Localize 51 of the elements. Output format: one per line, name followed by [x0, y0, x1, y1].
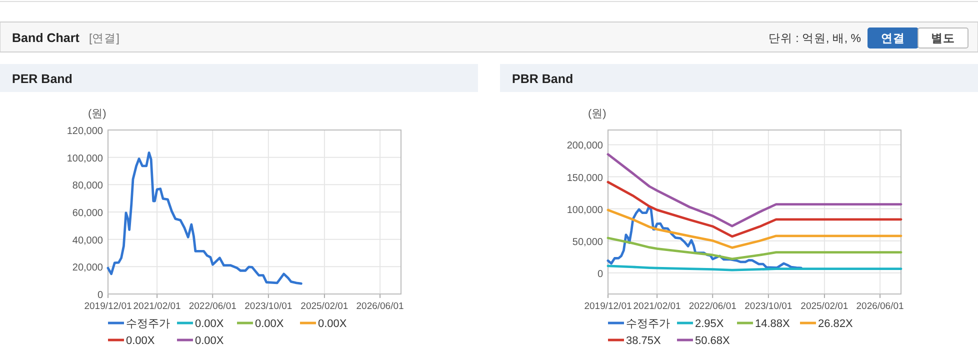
x-tick-label: 2021/02/01 — [633, 301, 681, 312]
legend-label: 0.00X — [126, 335, 156, 347]
line-series — [606, 205, 802, 270]
x-tick-label: 2021/02/01 — [133, 301, 181, 312]
x-tick-label: 2023/10/01 — [244, 301, 292, 312]
x-tick-label: 2022/06/01 — [188, 301, 236, 312]
text: [연결] — [89, 33, 120, 45]
x-tick-label: 2026/06/01 — [856, 301, 904, 312]
y-tick-label: 200,000 — [566, 140, 604, 152]
y-tick-label: 60,000 — [72, 208, 104, 219]
x-tick-label: 2023/10/01 — [744, 301, 792, 312]
x-tick-label: 2019/12/01 — [584, 301, 632, 312]
text: 별도 — [931, 32, 955, 45]
chart-title: PBR Band — [512, 72, 574, 86]
chart-title: PER Band — [12, 72, 72, 86]
y-axis-title: (원) — [588, 108, 606, 120]
x-tick-label: 2026/06/01 — [356, 301, 404, 312]
legend-label: 14.88X — [755, 318, 791, 330]
x-tick-label: 2019/12/01 — [84, 301, 132, 312]
legend-label: 26.82X — [818, 318, 854, 330]
y-tick-label: 100,000 — [566, 204, 604, 216]
text: 연결 — [881, 32, 905, 45]
legend-label: 0.00X — [255, 318, 284, 330]
y-tick-label: 120,000 — [66, 126, 104, 137]
line-series — [106, 151, 302, 285]
legend-label: 0.00X — [195, 335, 224, 347]
line-series — [606, 153, 902, 228]
legend-label: 50.68X — [695, 335, 731, 347]
legend-label: 수정주가 — [126, 318, 170, 330]
y-tick-label: 50,000 — [572, 236, 604, 248]
y-tick-label: 150,000 — [566, 172, 604, 184]
y-tick-label: 20,000 — [72, 262, 104, 274]
y-tick-label: 0 — [97, 290, 104, 301]
legend-label: 0.00X — [318, 318, 348, 330]
y-tick-label: 0 — [597, 268, 604, 280]
y-axis-title: (원) — [88, 108, 106, 120]
line-series — [606, 236, 902, 260]
legend-label: 2.95X — [695, 318, 724, 330]
legend-label: 0.00X — [195, 318, 224, 330]
x-tick-label: 2025/02/01 — [300, 301, 348, 312]
x-tick-label: 2022/06/01 — [688, 301, 736, 312]
text: Band Chart — [12, 31, 80, 45]
y-tick-label: 100,000 — [66, 153, 104, 164]
line-series — [606, 208, 902, 249]
y-tick-label: 80,000 — [72, 180, 104, 192]
legend-label: 38.75X — [626, 335, 662, 347]
text: 단위 : 억원, 배, % — [768, 33, 861, 45]
line-series — [606, 180, 902, 238]
y-tick-label: 40,000 — [72, 235, 104, 246]
x-tick-label: 2025/02/01 — [800, 301, 848, 312]
legend-label: 수정주가 — [626, 318, 670, 330]
